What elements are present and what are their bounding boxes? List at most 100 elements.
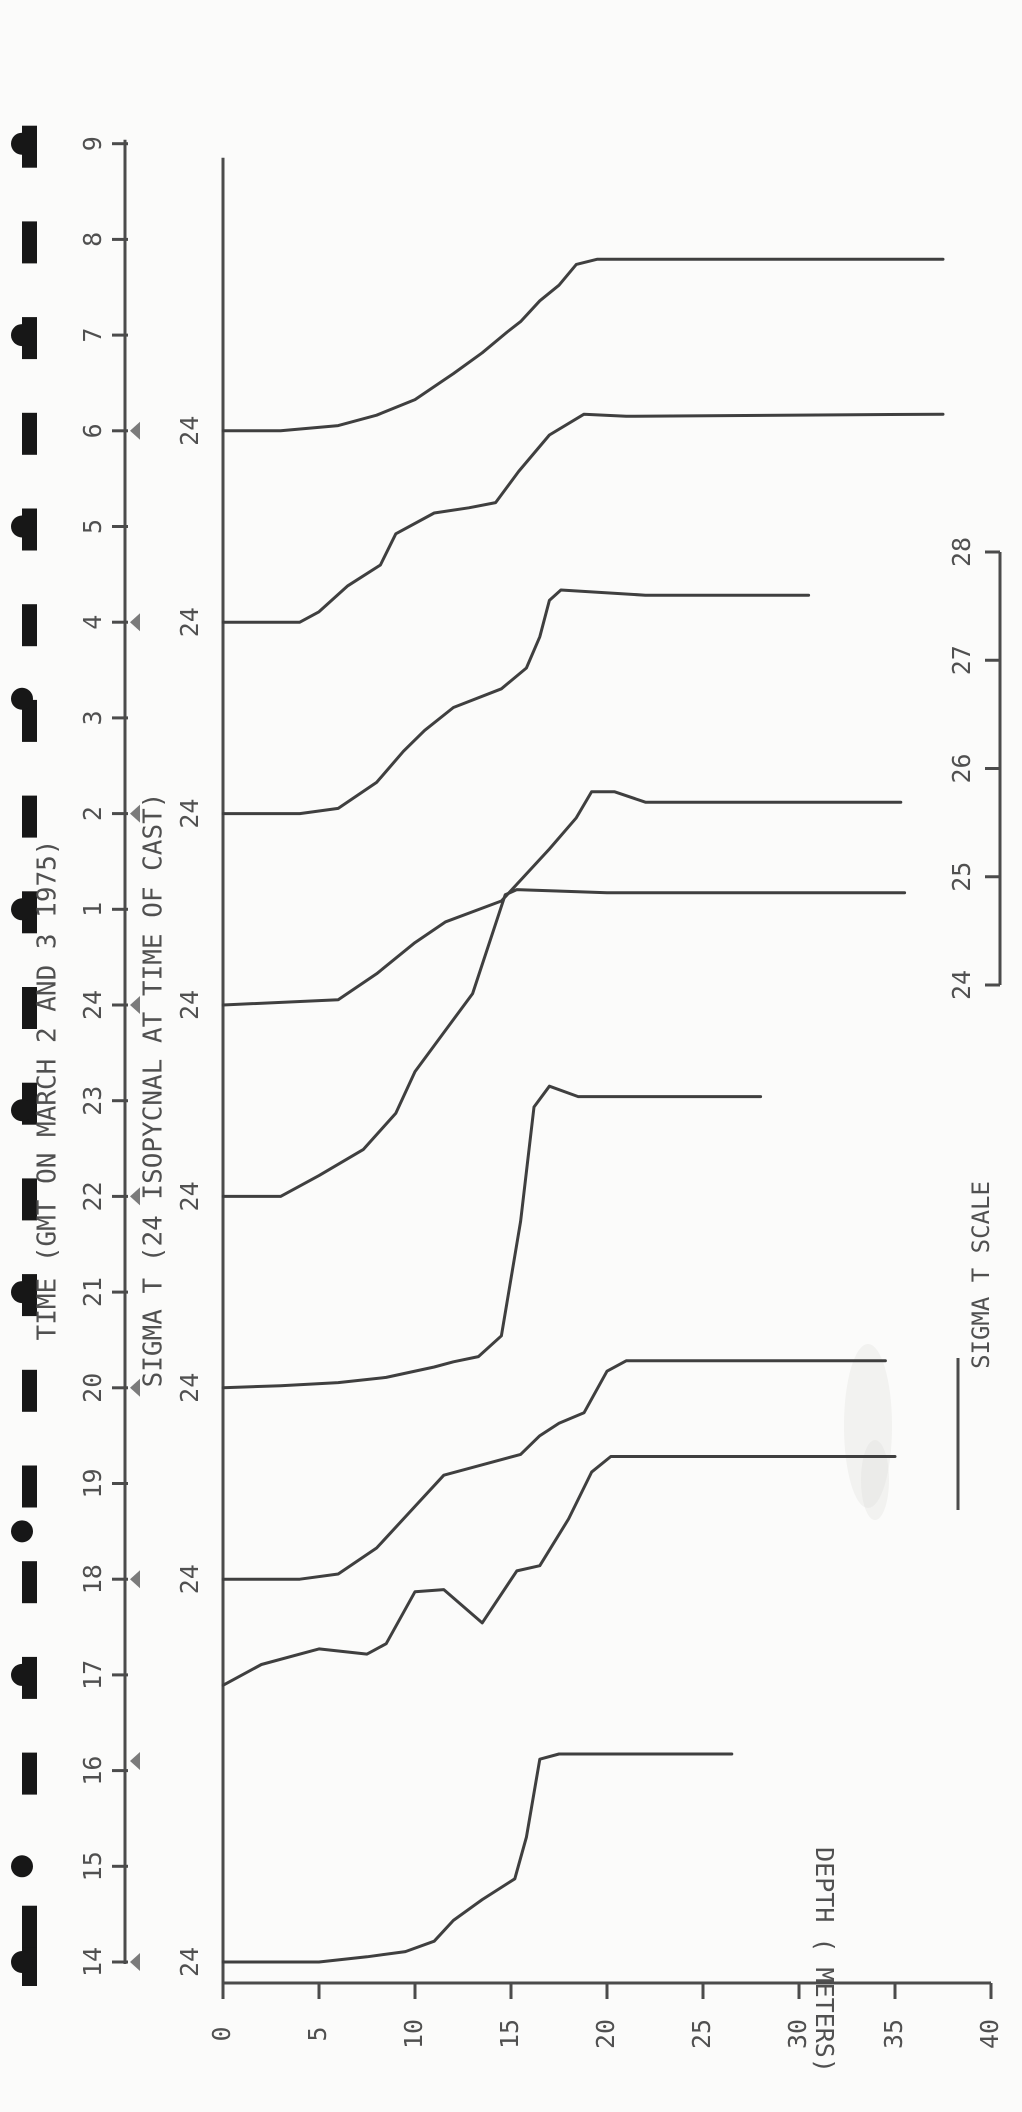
timing-marker-dot [11, 1281, 33, 1304]
time-tick-label: 8 [78, 232, 107, 247]
sigma-profile-5 [221, 888, 907, 1198]
isopycnal-marker [130, 1378, 140, 1397]
sigma-profile-6 [221, 790, 903, 1007]
depth-tick-label: 5 [303, 2026, 332, 2041]
scale-title: SIGMA T SCALE [967, 1181, 995, 1369]
timing-marker-dot [11, 898, 33, 921]
isopycnal-markers-layer [130, 421, 140, 1971]
chart-title: TIME (GMT ON MARCH 2 AND 3 1975) [33, 840, 63, 1341]
isopycnal-marker [130, 1570, 140, 1589]
time-tick-label: 14 [78, 1947, 107, 1977]
isopycnal-marker [130, 1187, 140, 1206]
scale-tick-label: 27 [947, 645, 976, 675]
depth-tick-label: 10 [399, 2019, 428, 2049]
profiles-layer [221, 257, 945, 1964]
time-tick-label: 21 [78, 1277, 107, 1307]
sigma-profile-1 [221, 1752, 734, 1964]
chart-subtitle: SIGMA T (24 ISOPYCNAL AT TIME OF CAST) [139, 793, 169, 1388]
scale-tick-label: 24 [947, 970, 976, 1000]
sigma-profile-8 [221, 412, 945, 624]
time-tick-label: 17 [78, 1660, 107, 1690]
baseline-label: 24 [175, 1564, 204, 1594]
timing-marker-bar [22, 604, 37, 647]
isopycnal-marker [130, 996, 140, 1014]
depth-tick-label: 20 [591, 2019, 620, 2049]
time-tick-label: 20 [78, 1373, 107, 1403]
scale-group: 24 25 26 27 28 [947, 537, 1002, 1510]
timing-marker-bar [22, 1905, 37, 1948]
depth-axis-label: DEPTH ( METERS) [810, 1847, 839, 2073]
baseline-label: 24 [175, 1373, 204, 1403]
paper-smudge [861, 1440, 889, 1520]
time-tick-label: 24 [78, 990, 107, 1020]
timing-marker-bar [22, 795, 37, 838]
time-tick-label: 7 [78, 328, 107, 343]
time-tick-label: 5 [78, 519, 107, 534]
timing-marker-dot [11, 1663, 33, 1686]
time-tick-label: 4 [78, 615, 107, 630]
sigma-profile-3 [221, 1359, 887, 1581]
timing-marker-dot [11, 324, 33, 347]
timing-marker-bar [22, 1369, 37, 1412]
time-tick-label: 22 [78, 1181, 107, 1211]
timing-marker-bar [22, 221, 37, 264]
depth-labels-layer: 0 5 10 15 20 25 30 35 40 [207, 2019, 1004, 2049]
baseline-labels-layer: 24 24 24 24 24 24 24 24 [175, 416, 204, 1977]
baseline-label: 24 [175, 799, 204, 829]
time-tick-label: 16 [78, 1756, 107, 1786]
time-tick-label: 23 [78, 1086, 107, 1116]
timing-marker-bar [22, 699, 37, 742]
depth-tick-label: 40 [975, 2019, 1004, 2049]
timing-marker-bar [22, 412, 37, 455]
isopycnal-marker [130, 421, 140, 440]
baseline-label: 24 [175, 607, 204, 637]
isopycnal-marker [130, 613, 140, 632]
baseline-label: 24 [175, 1947, 204, 1977]
scale-tick-label: 25 [947, 862, 976, 892]
time-ticks-layer [112, 142, 128, 1964]
timing-marker-dot [11, 1951, 33, 1973]
time-tick-label: 18 [78, 1564, 107, 1594]
baseline-label: 24 [175, 1181, 204, 1211]
timing-marker-dot [11, 1099, 33, 1122]
timing-marker-bar [22, 1465, 37, 1508]
timing-marker-bar [22, 1178, 37, 1221]
isopycnal-marker [130, 804, 140, 823]
isopycnal-marker [130, 1953, 140, 1971]
timing-marker-bar [22, 1752, 37, 1795]
timing-marker-dot [11, 132, 33, 155]
sigma-profile-9 [221, 257, 945, 433]
timing-marker-dot [11, 515, 33, 538]
time-tick-label: 3 [78, 710, 107, 725]
time-tick-label: 2 [78, 806, 107, 821]
timing-marker-dot [11, 1855, 33, 1878]
paper-smudge [844, 1344, 892, 1508]
time-tick-label: 1 [78, 902, 107, 917]
depth-tick-label: 15 [495, 2019, 524, 2049]
time-tick-label: 19 [78, 1468, 107, 1498]
depth-tick-label: 35 [879, 2019, 908, 2049]
timing-marker-dot [11, 687, 33, 710]
time-tick-label: 6 [78, 423, 107, 438]
sigma-profile-7 [221, 588, 811, 816]
time-tick-label: 9 [78, 136, 107, 151]
sigma-profile-2 [221, 1455, 897, 1687]
baseline-label: 24 [175, 990, 204, 1020]
timing-marker-bar [22, 987, 37, 1029]
isopycnal-marker [130, 1752, 140, 1771]
timing-marker-bar [22, 1561, 37, 1604]
depth-tick-label: 30 [783, 2019, 812, 2049]
baseline-label: 24 [175, 416, 204, 446]
depth-tick-label: 0 [207, 2026, 236, 2041]
depth-tick-label: 25 [687, 2019, 716, 2049]
depth-ticks-layer [221, 1983, 993, 1999]
time-tick-label: 15 [78, 1851, 107, 1881]
scale-tick-label: 26 [947, 753, 976, 783]
timing-marker-dot [11, 1520, 33, 1543]
sigma-profile-4 [221, 1084, 763, 1390]
scale-tick-label: 28 [947, 537, 976, 567]
